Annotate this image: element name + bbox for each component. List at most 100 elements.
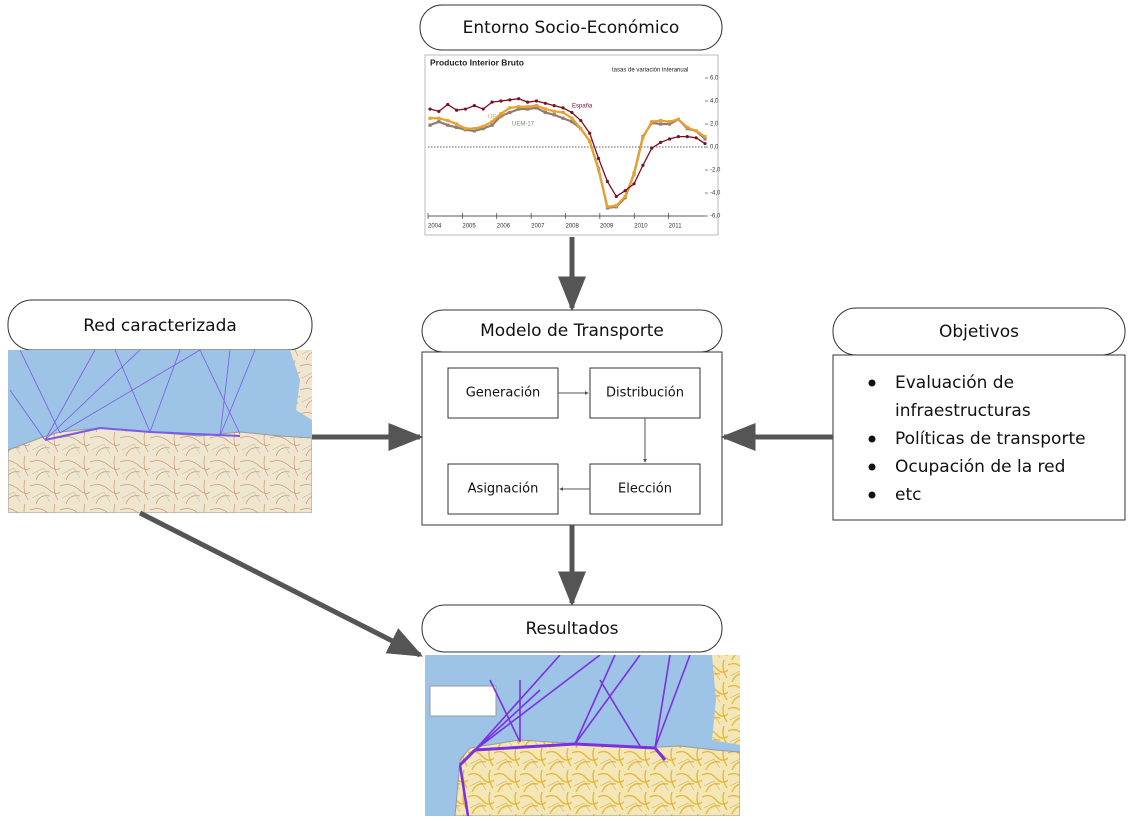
x-tick-label: 2005	[462, 224, 476, 230]
box-label: Resultados	[526, 619, 619, 639]
x-tick-label: 2008	[566, 224, 580, 230]
step-label: Generación	[466, 386, 541, 401]
y-tick-label: -4,0	[710, 191, 721, 197]
series-marker	[686, 126, 689, 129]
objective-text: infraestructuras	[895, 401, 1031, 421]
series-marker	[535, 104, 538, 107]
series-marker	[668, 137, 671, 140]
series-marker	[650, 147, 653, 150]
series-marker	[677, 135, 680, 138]
series-marker	[517, 105, 520, 108]
series-marker	[526, 101, 529, 104]
series-marker	[464, 107, 467, 110]
series-marker	[624, 189, 627, 192]
x-tick-label: 2009	[600, 224, 614, 230]
series-marker	[615, 204, 618, 207]
chart-frame	[425, 55, 718, 235]
results-map	[425, 655, 740, 816]
series-marker	[561, 117, 564, 120]
series-marker	[526, 105, 529, 108]
series-marker	[588, 132, 591, 135]
series-marker	[703, 142, 706, 145]
series-label: UEM-17	[512, 122, 535, 128]
series-marker	[490, 120, 493, 123]
x-tick-label: 2007	[531, 224, 545, 230]
bullet	[869, 492, 876, 499]
series-marker	[606, 205, 609, 208]
series-marker	[553, 113, 556, 116]
y-tick-label: 4,0	[710, 99, 719, 105]
objective-text: Ocupación de la red	[895, 457, 1065, 477]
series-marker	[544, 107, 547, 110]
series-marker	[490, 124, 493, 127]
series-marker	[428, 124, 431, 127]
box-label: Objetivos	[939, 322, 1019, 342]
series-marker	[561, 111, 564, 114]
x-tick-label: 2010	[634, 224, 648, 230]
bullet	[869, 436, 876, 443]
series-marker	[659, 141, 662, 144]
series-marker	[428, 107, 431, 110]
series-marker	[482, 125, 485, 128]
series-marker	[490, 101, 493, 104]
box-label: Modelo de Transporte	[480, 321, 664, 341]
bullet	[869, 464, 876, 471]
box-label: Entorno Socio-Económico	[463, 18, 680, 38]
series-marker	[686, 135, 689, 138]
series-marker	[597, 168, 600, 171]
series-marker	[508, 106, 511, 109]
step-label: Elección	[618, 482, 672, 497]
y-tick-label: -6,0	[710, 214, 721, 220]
series-marker	[632, 182, 635, 185]
series-marker	[588, 140, 591, 143]
bullet	[869, 380, 876, 387]
series-marker	[703, 135, 706, 138]
series-marker	[508, 98, 511, 101]
series-marker	[455, 122, 458, 125]
series-marker	[544, 102, 547, 105]
series-marker	[624, 195, 627, 198]
series-marker	[446, 103, 449, 106]
arrow	[140, 513, 420, 655]
series-label: España	[572, 104, 593, 110]
objective-text: Políticas de transporte	[895, 429, 1086, 449]
series-marker	[464, 127, 467, 130]
series-marker	[473, 104, 476, 107]
series-marker	[615, 195, 618, 198]
objective-text: Evaluación de	[895, 373, 1014, 393]
series-marker	[579, 119, 582, 122]
diagram: Entorno Socio-Económico Producto Interio…	[0, 0, 1129, 816]
step-label: Asignación	[468, 482, 539, 497]
chart-subtitle: tasas de variación interanual	[612, 68, 688, 74]
series-marker	[579, 127, 582, 130]
objective-text: etc	[895, 485, 921, 505]
series-marker	[641, 136, 644, 139]
y-tick-label: 6,0	[710, 76, 719, 82]
series-marker	[597, 157, 600, 160]
series-marker	[535, 99, 538, 102]
series-marker	[695, 136, 698, 139]
series-marker	[641, 164, 644, 167]
series-marker	[508, 111, 511, 114]
series-marker	[455, 126, 458, 129]
x-tick-label: 2011	[669, 224, 683, 230]
box-label: Red caracterizada	[83, 316, 237, 336]
series-marker	[561, 106, 564, 109]
series-marker	[553, 110, 556, 113]
y-tick-label: 0,0	[710, 145, 719, 151]
series-marker	[482, 107, 485, 110]
series-marker	[606, 180, 609, 183]
series-label: UE-27	[488, 115, 506, 121]
series-marker	[650, 120, 653, 123]
series-marker	[570, 117, 573, 120]
series-marker	[446, 124, 449, 127]
chart-title: Producto Interior Bruto	[430, 57, 524, 67]
series-marker	[428, 117, 431, 120]
series-marker	[517, 97, 520, 100]
series-marker	[695, 129, 698, 132]
x-tick-label: 2006	[497, 224, 511, 230]
series-marker	[553, 104, 556, 107]
series-marker	[473, 127, 476, 130]
y-tick-label: 2,0	[710, 122, 719, 128]
series-marker	[437, 120, 440, 123]
